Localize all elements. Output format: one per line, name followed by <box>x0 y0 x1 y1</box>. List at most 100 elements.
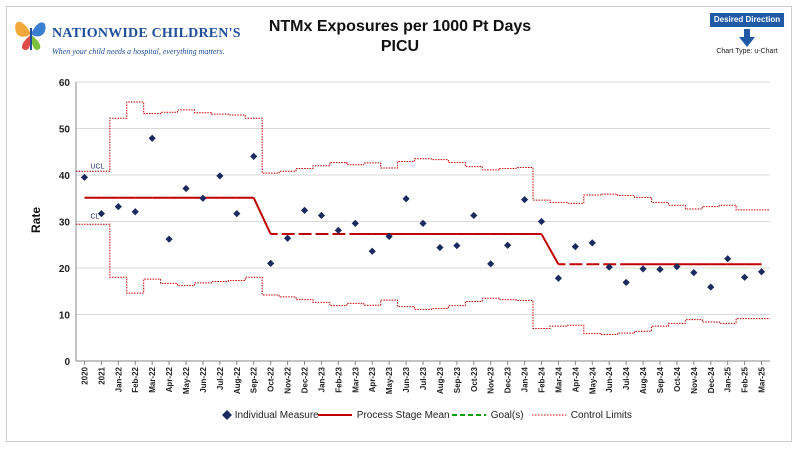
x-tick-label: Mar-23 <box>351 366 360 392</box>
data-point <box>182 184 190 193</box>
x-tick-label: Dec-23 <box>504 366 513 393</box>
desired-direction-box: Desired Direction Chart Type: u-Chart <box>710 13 784 55</box>
ucl-line <box>76 101 770 211</box>
legend-individual-label: Individual Measure <box>234 410 319 421</box>
x-tick-label: Oct-24 <box>673 366 682 391</box>
chart-title: NTMx Exposures per 1000 Pt Days <box>268 18 532 35</box>
y-tick-label: 30 <box>59 218 71 229</box>
y-tick-label: 0 <box>64 357 70 368</box>
data-point <box>233 209 241 218</box>
x-tick-label: Aug-24 <box>639 366 648 394</box>
legend-mean-label: Process Stage Mean <box>356 410 450 421</box>
data-point <box>165 235 173 243</box>
data-point <box>385 232 393 240</box>
x-tick-label: May-24 <box>588 366 597 394</box>
x-tick-label: Apr-24 <box>571 366 580 392</box>
data-point <box>283 234 292 242</box>
data-point <box>622 278 630 287</box>
y-tick-label: 60 <box>59 78 71 89</box>
x-tick-label: Jun-23 <box>402 366 411 392</box>
y-tick-label: 10 <box>59 311 71 322</box>
cl-annotation: CL <box>90 214 99 221</box>
legend-limits: Control Limits <box>532 410 632 421</box>
data-point <box>537 217 546 226</box>
y-tick-label: 40 <box>59 171 71 182</box>
y-tick-label: 20 <box>59 264 71 275</box>
chart-frame <box>6 6 792 442</box>
x-tick-label: Nov-22 <box>284 366 293 393</box>
legend-goal: Goal(s) <box>452 410 524 421</box>
data-point <box>724 255 732 263</box>
butterfly-icon <box>15 21 46 50</box>
data-point <box>317 211 326 220</box>
data-point <box>216 172 224 180</box>
data-point <box>250 152 258 160</box>
data-point <box>504 241 512 249</box>
data-point <box>351 219 359 227</box>
x-tick-label: Aug-23 <box>436 366 445 394</box>
data-point <box>554 274 563 282</box>
data-point <box>656 265 664 273</box>
x-tick-label: May-22 <box>182 366 191 394</box>
legend-individual: Individual Measure <box>222 410 319 421</box>
data-point <box>368 247 376 255</box>
x-tick-label: Dec-22 <box>301 366 310 393</box>
chart-type-label: Chart Type: u-Chart <box>716 48 778 55</box>
data-point <box>419 219 427 227</box>
x-tick-label: Jul-23 <box>419 366 428 390</box>
data-point <box>131 208 139 216</box>
x-tick-label: Jul-24 <box>622 366 631 390</box>
x-tick-label: Mar-24 <box>554 366 563 392</box>
data-point <box>571 243 579 251</box>
legend-mean: Process Stage Mean <box>318 410 450 421</box>
x-tick-label: Mar-22 <box>148 366 157 392</box>
data-point <box>605 263 613 271</box>
individual-measures <box>80 134 766 291</box>
x-tick-label: Jan-22 <box>114 366 123 392</box>
x-tick-label: Jun-24 <box>605 366 614 392</box>
lcl-line <box>76 223 770 335</box>
x-tick-label: Feb-23 <box>334 366 343 392</box>
x-tick-label: Oct-22 <box>267 366 276 391</box>
x-tick-label: Jan-24 <box>521 366 530 392</box>
legend-limits-label: Control Limits <box>570 410 632 421</box>
x-tick-label: 2020 <box>80 366 89 384</box>
desired-direction-label: Desired Direction <box>710 13 784 27</box>
x-tick-label: Aug-22 <box>233 366 242 394</box>
data-point <box>97 209 105 218</box>
data-point <box>402 195 410 203</box>
x-tick-label: May-23 <box>385 366 394 394</box>
x-tick-label: Jan-23 <box>317 366 326 392</box>
x-tick-label: 2021 <box>97 366 106 384</box>
data-point <box>199 194 207 202</box>
logo-tagline: When your child needs a hospital, everyt… <box>52 47 225 56</box>
x-tick-label: Jan-25 <box>724 366 733 392</box>
x-tick-label: Sep-23 <box>453 366 462 393</box>
x-tick-label: Sep-24 <box>656 366 665 393</box>
x-tick-label: Oct-23 <box>470 366 479 391</box>
data-point <box>267 259 275 267</box>
y-tick-labels: 0 10 20 30 40 50 60 <box>59 78 71 368</box>
x-tick-label: Dec-24 <box>707 366 716 393</box>
data-point <box>639 265 647 273</box>
data-point <box>453 242 461 250</box>
x-tick-label: Jun-22 <box>199 366 208 392</box>
x-tick-label: Apr-23 <box>368 366 377 392</box>
data-point <box>757 268 766 276</box>
x-tick-labels: 2020 2021 Jan-22 Feb-22 Mar-22 Apr-22 May-22 Ju… <box>80 366 766 394</box>
x-tick-label: Feb-22 <box>131 366 140 392</box>
control-limits <box>76 101 770 335</box>
process-stage-mean <box>84 196 762 266</box>
data-point <box>148 134 156 142</box>
arrow-down-icon <box>739 29 755 47</box>
logo-brand: NATIONWIDE CHILDREN'S <box>52 26 241 41</box>
x-tick-label: Apr-22 <box>165 366 174 392</box>
annotations: UCL CL <box>90 163 104 220</box>
x-tick-label: Feb-24 <box>537 366 546 392</box>
data-point <box>673 263 681 271</box>
ucl-annotation: UCL <box>90 163 104 170</box>
data-point <box>707 283 715 291</box>
x-tick-label: Nov-24 <box>690 366 699 393</box>
nationwide-childrens-logo: NATIONWIDE CHILDREN'S When your child ne… <box>12 14 241 66</box>
